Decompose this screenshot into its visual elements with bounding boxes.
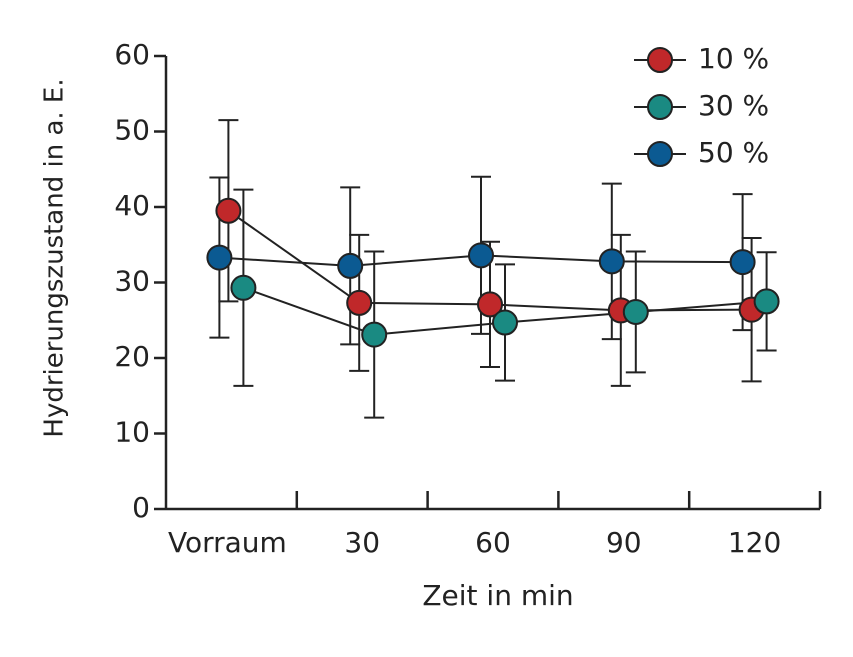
data-point <box>337 252 364 279</box>
legend-marker <box>647 94 673 120</box>
data-point <box>215 197 242 224</box>
y-tick-label: 30 <box>114 265 150 298</box>
data-point <box>230 274 257 301</box>
data-point <box>729 249 756 276</box>
y-tick-label: 10 <box>114 416 150 449</box>
data-point <box>477 291 503 318</box>
data-point <box>753 288 780 315</box>
x-tick-label: 30 <box>344 526 380 559</box>
data-point <box>361 321 388 348</box>
data-point <box>622 298 649 325</box>
y-tick-label: 40 <box>114 189 150 222</box>
data-point <box>598 248 625 275</box>
data-point <box>468 242 494 269</box>
y-tick-label: 60 <box>114 38 150 71</box>
legend-label: 10 % <box>698 42 769 75</box>
data-point <box>346 289 373 316</box>
y-axis-label: Hydrierungszustand in a. E. <box>40 78 70 437</box>
legend-label: 30 % <box>698 89 769 122</box>
x-tick-label: Vorraum <box>168 526 287 559</box>
legend-marker <box>647 141 673 167</box>
x-tick-label: 90 <box>606 526 642 559</box>
y-tick-label: 20 <box>114 340 150 373</box>
data-point <box>492 309 518 336</box>
legend-label: 50 % <box>698 136 769 169</box>
x-tick-label: 120 <box>728 526 781 559</box>
legend-marker <box>647 47 673 73</box>
y-tick-label: 0 <box>132 491 150 524</box>
data-point <box>206 244 233 271</box>
x-axis-label: Zeit in min <box>422 579 573 612</box>
x-tick-label: 60 <box>475 526 511 559</box>
y-tick-label: 50 <box>114 114 150 147</box>
